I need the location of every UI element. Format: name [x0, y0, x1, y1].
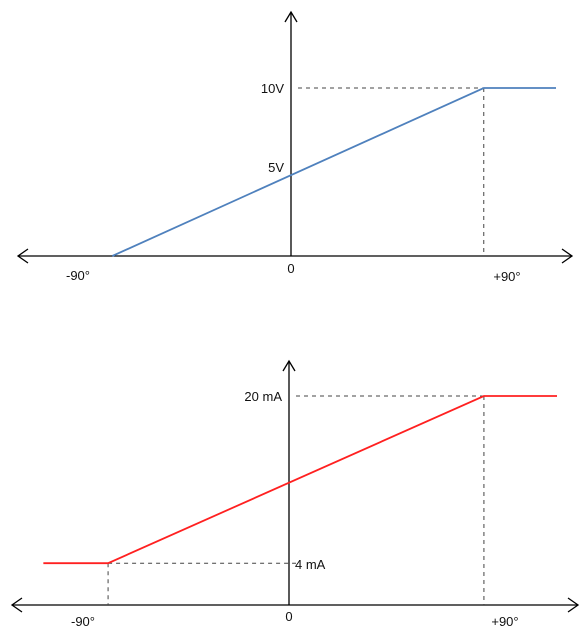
x-tick-label-plus90: +90°	[491, 614, 518, 627]
y-tick-label-20ma: 20 mA	[244, 389, 282, 404]
current-series-line	[43, 395, 557, 565]
y-axis-arrow	[284, 10, 298, 23]
y-tick-label-5v: 5V	[268, 160, 284, 175]
voltage-chart: 10V 5V -90° 0 +90°	[16, 10, 574, 284]
voltage-series-line	[111, 87, 556, 257]
x-tick-label-minus90: -90°	[71, 614, 95, 627]
y-tick-label-4ma: 4 mA	[295, 557, 326, 572]
y-axis-arrow	[282, 359, 296, 372]
y-tick-label-10v: 10V	[261, 81, 284, 96]
x-tick-label-zero: 0	[287, 261, 294, 276]
x-axis-left-arrow	[10, 597, 23, 613]
x-axis-right-arrow	[561, 248, 574, 264]
x-tick-label-minus90: -90°	[66, 268, 90, 283]
current-chart: 20 mA 4 mA -90° 0 +90°	[10, 359, 580, 627]
x-tick-label-plus90: +90°	[493, 269, 520, 284]
x-axis-left-arrow	[16, 248, 29, 264]
x-tick-label-zero: 0	[285, 609, 292, 624]
x-axis-right-arrow	[567, 597, 580, 613]
